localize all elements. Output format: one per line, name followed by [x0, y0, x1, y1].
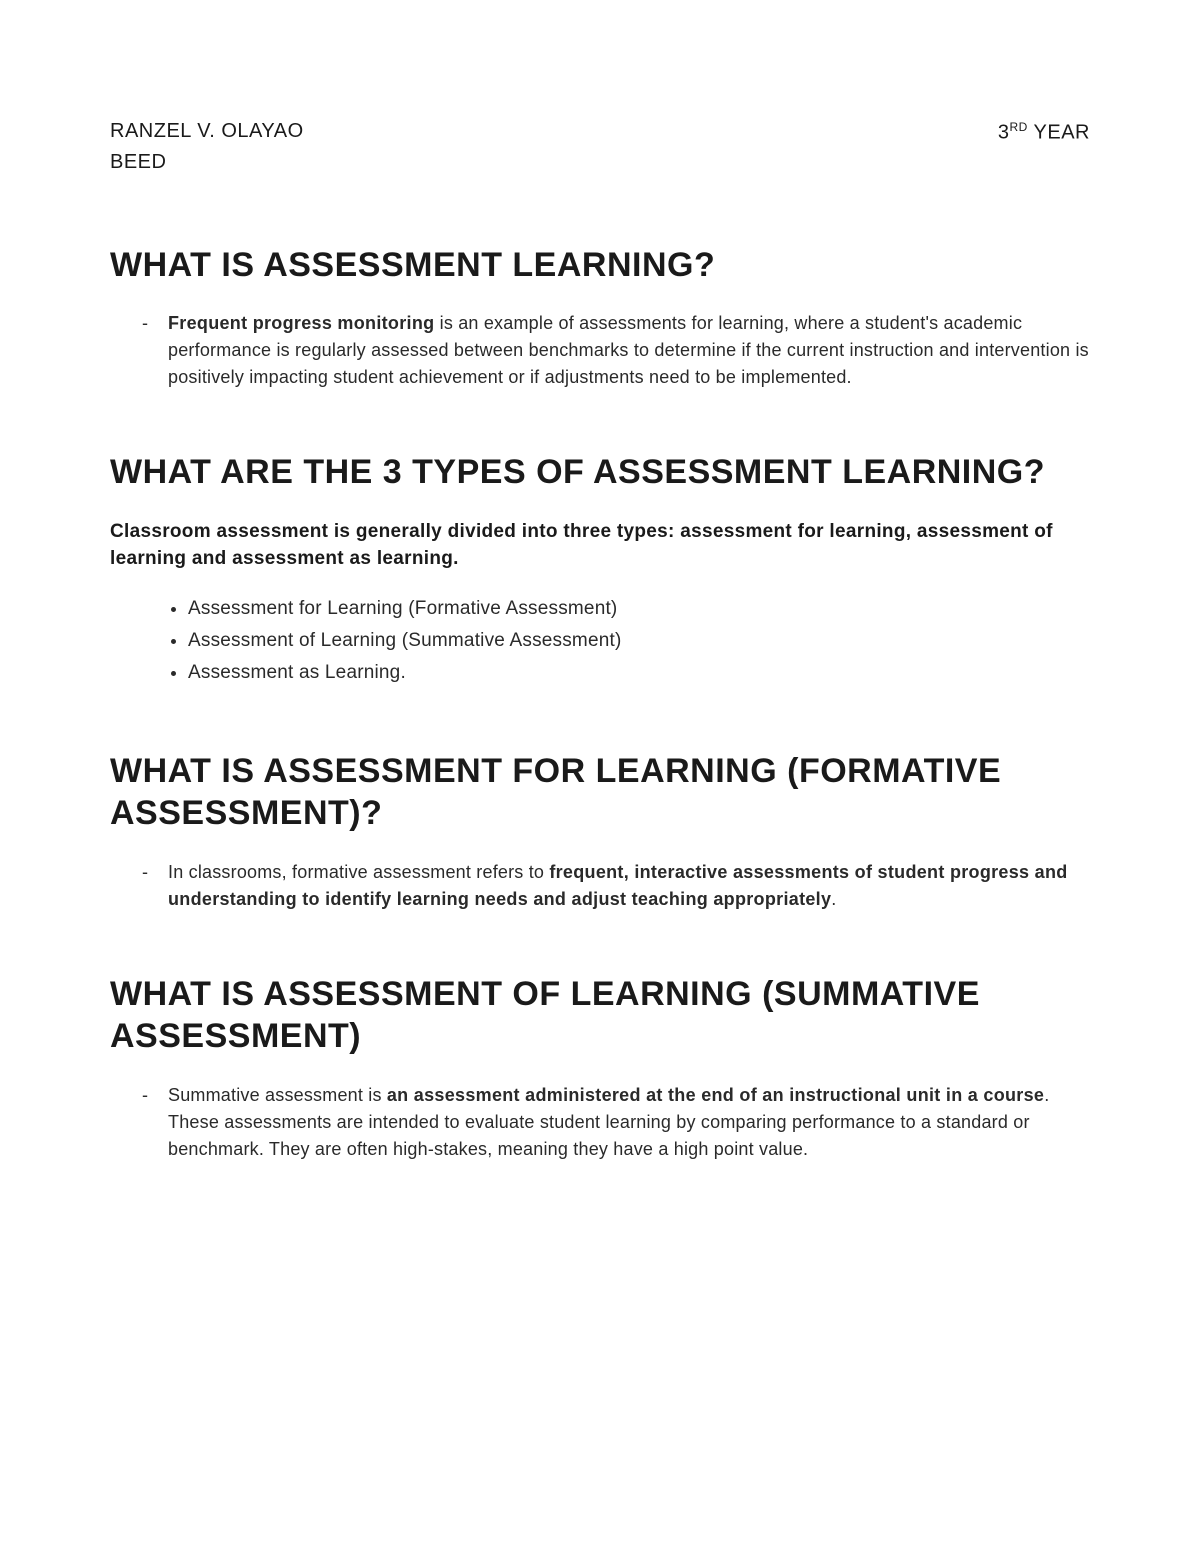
dash-list: Summative assessment is an assessment ad…: [110, 1082, 1090, 1163]
dash-list: Frequent progress monitoring is an examp…: [110, 310, 1090, 391]
list-item: Assessment of Learning (Summative Assess…: [188, 625, 1090, 657]
year-ordinal: RD: [1009, 120, 1027, 134]
lead-bold: Frequent progress monitoring: [168, 313, 434, 333]
year-number: 3: [998, 122, 1010, 144]
dash-list: In classrooms, formative assessment refe…: [110, 859, 1090, 913]
year-level: 3RD YEAR: [998, 120, 1090, 145]
section-summative: WHAT IS ASSESSMENT OF LEARNING (SUMMATIV…: [110, 973, 1090, 1163]
section-heading: WHAT IS ASSESSMENT LEARNING?: [110, 244, 1090, 287]
post-text: .: [831, 889, 836, 909]
list-item: Summative assessment is an assessment ad…: [168, 1082, 1090, 1163]
list-item: Assessment for Learning (Formative Asses…: [188, 593, 1090, 625]
list-item: In classrooms, formative assessment refe…: [168, 859, 1090, 913]
list-item: Frequent progress monitoring is an examp…: [168, 310, 1090, 391]
list-item: Assessment as Learning.: [188, 657, 1090, 689]
mid-bold: an assessment administered at the end of…: [387, 1085, 1044, 1105]
section-assessment-learning: WHAT IS ASSESSMENT LEARNING? Frequent pr…: [110, 244, 1090, 392]
bullet-list: Assessment for Learning (Formative Asses…: [110, 593, 1090, 690]
section-three-types: WHAT ARE THE 3 TYPES OF ASSESSMENT LEARN…: [110, 451, 1090, 689]
section-formative: WHAT IS ASSESSMENT FOR LEARNING (FORMATI…: [110, 750, 1090, 913]
section-heading: WHAT ARE THE 3 TYPES OF ASSESSMENT LEARN…: [110, 451, 1090, 494]
program-code: BEED: [110, 151, 1090, 174]
intro-text: Classroom assessment is generally divide…: [110, 518, 1090, 573]
year-label: YEAR: [1028, 122, 1090, 144]
student-name: RANZEL V. OLAYAO: [110, 120, 304, 145]
pre-text: Summative assessment is: [168, 1085, 387, 1105]
section-heading: WHAT IS ASSESSMENT OF LEARNING (SUMMATIV…: [110, 973, 1090, 1058]
document-header: RANZEL V. OLAYAO 3RD YEAR: [110, 120, 1090, 145]
section-heading: WHAT IS ASSESSMENT FOR LEARNING (FORMATI…: [110, 750, 1090, 835]
pre-text: In classrooms, formative assessment refe…: [168, 862, 549, 882]
